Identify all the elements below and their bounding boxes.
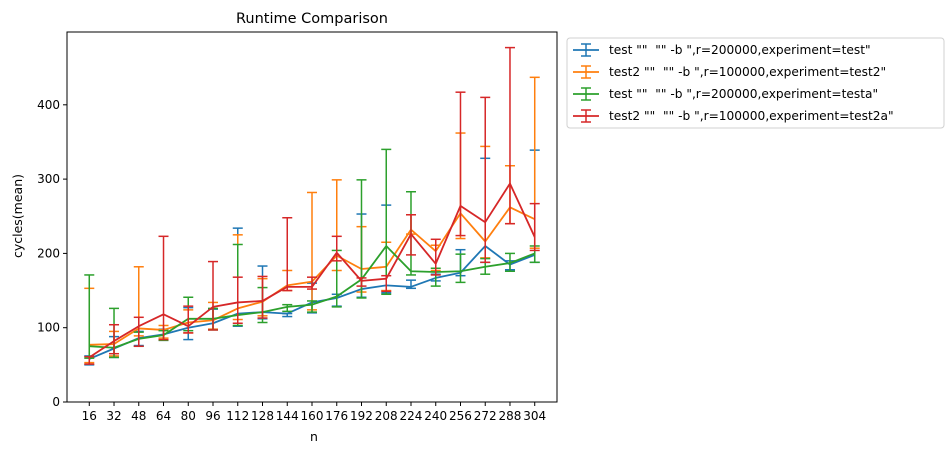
x-tick-label: 160 [301,409,324,423]
x-tick-label: 64 [156,409,171,423]
legend-entry: test "" "" -b ",r=200000,experiment=test… [573,87,878,101]
x-tick-label: 272 [474,409,497,423]
x-tick-label: 304 [523,409,546,423]
y-tick-label: 400 [37,98,60,112]
series-line [88,182,536,359]
legend-box [566,37,945,129]
x-tick-label: 80 [181,409,196,423]
x-tick-label: 16 [82,409,97,423]
x-tick-label: 32 [106,409,121,423]
y-tick-label: 100 [37,321,60,335]
legend-label: test "" "" -b ",r=200000,experiment=test… [609,87,878,101]
x-tick-label: 208 [375,409,398,423]
x-tick-label: 144 [276,409,299,423]
chart-title: Runtime Comparison [236,11,388,27]
legend-label: test "" "" -b ",r=200000,experiment=test… [609,43,871,57]
y-tick-label: 200 [37,246,60,260]
x-tick-label: 48 [131,409,146,423]
x-tick-label: 192 [350,409,373,423]
x-tick-label: 224 [400,409,423,423]
plot-area [84,46,540,366]
x-tick-label: 128 [251,409,274,423]
legend: test "" "" -b ",r=200000,experiment=test… [566,37,945,129]
series-4 [84,46,540,365]
y-axis-label: cycles(mean) [10,174,25,258]
legend-label: test2 "" "" -b ",r=100000,experiment=tes… [609,109,894,123]
x-tick-label: 96 [205,409,220,423]
x-axis-label: n [310,429,318,444]
x-tick-label: 112 [226,409,249,423]
axes: 16 32 48 64 80 96 112 128 144 160 176 192 208 224 240 2… [37,98,546,423]
y-tick-label: 0 [52,395,60,409]
x-tick-label: 240 [424,409,447,423]
legend-entry: test "" "" -b ",r=200000,experiment=test… [573,43,871,57]
legend-label: test2 "" "" -b ",r=100000,experiment=tes… [609,65,886,79]
x-tick-label: 256 [449,409,472,423]
x-tick-label: 288 [499,409,522,423]
y-tick-label: 300 [37,172,60,186]
legend-entry: test2 "" "" -b ",r=100000,experiment=tes… [573,109,894,123]
x-tick-label: 176 [325,409,348,423]
legend-entry: test2 "" "" -b ",r=100000,experiment=tes… [573,65,886,79]
